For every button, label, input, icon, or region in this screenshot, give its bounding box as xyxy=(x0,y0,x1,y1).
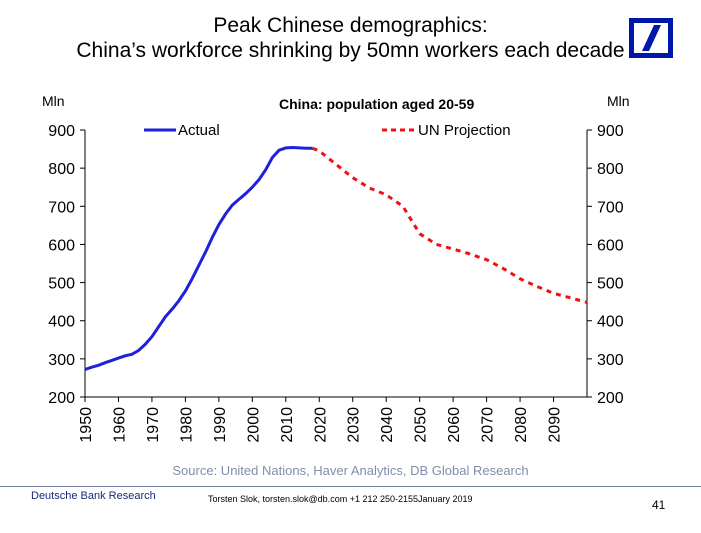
source-note: Source: United Nations, Haver Analytics,… xyxy=(172,463,529,478)
slide-title-line1: Peak Chinese demographics: xyxy=(213,14,488,37)
y-tick-label-right: 900 xyxy=(597,123,624,140)
y-tick-label-right: 700 xyxy=(597,199,624,216)
y-tick-label-right: 300 xyxy=(597,352,624,369)
x-tick-label: 2040 xyxy=(379,407,396,443)
y-tick-label-left: 900 xyxy=(48,123,75,140)
y-tick-label-left: 500 xyxy=(48,276,75,293)
y-tick-label-left: 300 xyxy=(48,352,75,369)
y-tick-label-left: 400 xyxy=(48,314,75,331)
x-tick-label: 2010 xyxy=(279,407,296,443)
x-tick-label: 1950 xyxy=(78,407,95,443)
y-axis-label-right: Mln xyxy=(607,93,630,109)
y-tick-label-left: 600 xyxy=(48,237,75,254)
legend: Actual UN Projection xyxy=(144,122,511,139)
x-ticks: 1950 1960 1970 1980 1990 2000 2010 2020 2030 2040… xyxy=(78,397,564,443)
x-tick-label: 2070 xyxy=(480,407,497,443)
chart-title: China: population aged 20-59 xyxy=(279,96,474,112)
x-tick-label: 1980 xyxy=(178,407,195,443)
series-projection-line xyxy=(312,146,588,304)
y-tick-label-right: 200 xyxy=(597,390,624,407)
x-tick-label: 2060 xyxy=(446,407,463,443)
y-tick-label-left: 800 xyxy=(48,161,75,178)
logo-slash-icon xyxy=(642,25,661,51)
logo-frame xyxy=(634,23,668,53)
y-tick-label-right: 800 xyxy=(597,161,624,178)
x-tick-label: 1990 xyxy=(212,407,229,443)
footer-contact: Torsten Slok, torsten.slok@db.com +1 212… xyxy=(208,494,419,504)
y-axis-label-left: Mln xyxy=(42,93,65,109)
x-tick-label: 2000 xyxy=(245,407,262,443)
y-tick-label-right: 400 xyxy=(597,314,624,331)
footer-divider xyxy=(0,486,701,487)
legend-label-projection: UN Projection xyxy=(418,122,511,139)
legend-label-actual: Actual xyxy=(178,122,220,139)
x-tick-label: 2020 xyxy=(312,407,329,443)
x-tick-label: 2080 xyxy=(513,407,530,443)
x-tick-label: 2090 xyxy=(547,407,564,443)
x-tick-label: 1960 xyxy=(111,407,128,443)
page-number: 41 xyxy=(652,498,666,512)
slide-title-line2: China’s workforce shrinking by 50mn work… xyxy=(76,39,625,62)
y-tick-label-left: 700 xyxy=(48,199,75,216)
y-ticks: 200 200 300 300 400 400 500 500 600 600 700 700 800 8… xyxy=(48,123,624,407)
x-tick-label: 2030 xyxy=(346,407,363,443)
y-tick-label-right: 600 xyxy=(597,237,624,254)
y-tick-label-left: 200 xyxy=(48,390,75,407)
y-tick-label-right: 500 xyxy=(597,276,624,293)
x-tick-label: 2050 xyxy=(413,407,430,443)
deutsche-bank-logo-icon xyxy=(629,18,673,58)
series-layer xyxy=(84,146,588,371)
footer-date: January 2019 xyxy=(418,494,473,504)
footer-brand: Deutsche Bank Research xyxy=(31,490,156,502)
x-tick-label: 1970 xyxy=(145,407,162,443)
population-chart: China: population aged 20-59 Mln Mln Act… xyxy=(42,93,630,443)
series-actual-line xyxy=(84,146,313,371)
